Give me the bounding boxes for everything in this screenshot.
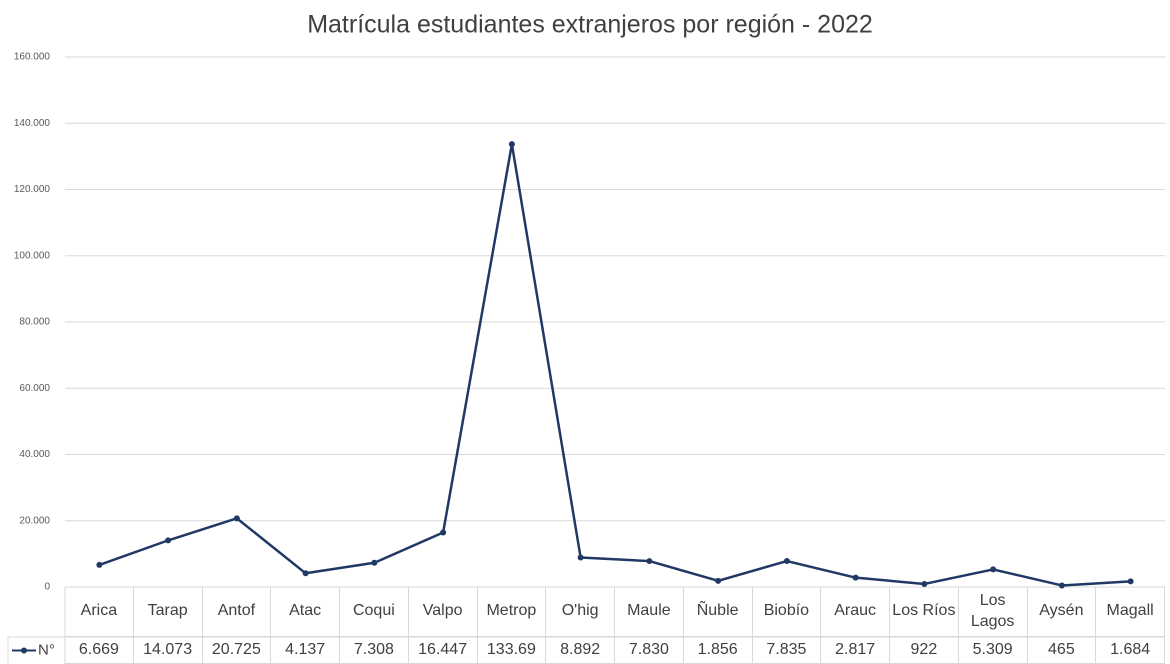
point-marker xyxy=(1058,582,1065,589)
value-cell: 7.308 xyxy=(340,637,409,664)
category-cell: Aysén xyxy=(1027,587,1097,637)
point-marker xyxy=(1127,578,1134,585)
point-marker xyxy=(371,559,378,566)
category-cell: Los Ríos xyxy=(890,587,959,637)
point-marker xyxy=(165,537,172,544)
category-cell: Coqui xyxy=(340,587,409,637)
point-marker xyxy=(440,529,447,536)
category-cell: Maule xyxy=(615,587,684,637)
value-cell: 5.309 xyxy=(958,637,1028,664)
point-marker xyxy=(233,515,240,522)
y-tick-label: 40.000 xyxy=(19,449,50,460)
value-cell: 1.684 xyxy=(1096,637,1165,664)
value-cell: 8.892 xyxy=(546,637,615,664)
value-cell: 7.830 xyxy=(615,637,684,664)
y-tick-label: 60.000 xyxy=(19,383,50,394)
category-cell: Arauc xyxy=(821,587,890,637)
category-cell: Arica xyxy=(65,587,134,637)
value-cell: 4.137 xyxy=(271,637,340,664)
point-marker xyxy=(577,554,584,561)
category-cell: Atac xyxy=(271,587,340,637)
y-tick-label: 160.000 xyxy=(14,52,51,63)
value-cell: 6.669 xyxy=(65,637,134,664)
value-cell: 2.817 xyxy=(821,637,890,664)
category-cell: Metrop xyxy=(477,587,547,637)
category-cell: Tarap xyxy=(133,587,203,637)
series-line xyxy=(98,142,1131,587)
y-tick-label: 0 xyxy=(44,582,50,593)
legend-label: N° xyxy=(38,641,55,658)
y-tick-label: 100.000 xyxy=(14,250,51,261)
point-marker xyxy=(508,141,515,148)
y-tick-label: 20.000 xyxy=(19,515,50,526)
category-cell: Antof xyxy=(202,587,272,637)
value-cell: 7.835 xyxy=(752,637,822,664)
value-cell: 922 xyxy=(890,637,959,664)
category-cell: Biobío xyxy=(752,587,822,637)
point-marker xyxy=(302,570,309,577)
point-marker xyxy=(990,566,997,573)
y-tick-label: 120.000 xyxy=(14,184,51,195)
point-marker xyxy=(96,561,103,568)
category-cell: Los Lagos xyxy=(958,587,1028,637)
value-cell: 20.725 xyxy=(202,637,272,664)
y-tick-label: 80.000 xyxy=(19,317,50,328)
category-cell: O'hig xyxy=(546,587,615,637)
category-cell: Ñuble xyxy=(683,587,753,637)
point-marker xyxy=(646,558,653,565)
point-marker xyxy=(852,574,859,581)
category-cell: Valpo xyxy=(408,587,478,637)
category-cell: Magall xyxy=(1096,587,1165,637)
value-cell: 133.69 xyxy=(477,637,547,664)
point-marker xyxy=(921,580,928,587)
value-cell: 465 xyxy=(1027,637,1097,664)
y-tick-label: 140.000 xyxy=(14,118,51,129)
legend-marker xyxy=(21,647,27,654)
chart-title: Matrícula estudiantes extranjeros por re… xyxy=(307,11,873,39)
value-cell: 14.073 xyxy=(133,637,203,664)
point-marker xyxy=(715,577,722,584)
value-cell: 1.856 xyxy=(683,637,753,664)
point-marker xyxy=(783,558,790,565)
value-cell: 16.447 xyxy=(408,637,478,664)
